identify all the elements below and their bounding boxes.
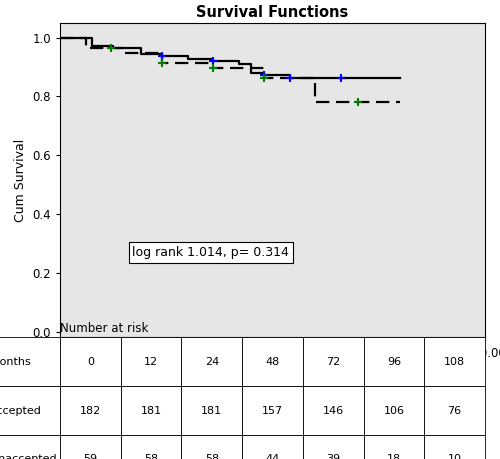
X-axis label: Months of follow- up: Months of follow- up [209, 365, 336, 378]
Text: log rank 1.014, p= 0.314: log rank 1.014, p= 0.314 [132, 246, 289, 259]
Title: Survival Functions: Survival Functions [196, 6, 348, 20]
Text: Number at risk: Number at risk [60, 322, 148, 335]
Y-axis label: Cum Survival: Cum Survival [14, 139, 27, 222]
